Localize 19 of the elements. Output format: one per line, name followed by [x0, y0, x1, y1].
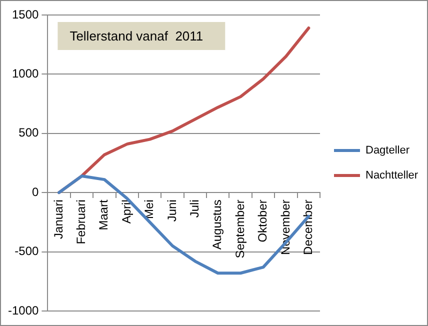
y-tick-label: 500 — [18, 126, 40, 140]
legend-label: Dagteller — [366, 144, 410, 157]
x-tick-label: Augustus — [210, 200, 224, 250]
x-tick-label: Oktober — [256, 200, 270, 242]
x-tick-label: Juli — [188, 200, 202, 218]
y-tick-label: 1000 — [12, 66, 40, 81]
y-tick-label: -500 — [14, 244, 40, 258]
x-tick-label: Februari — [74, 200, 88, 244]
y-tick-label: 0 — [32, 184, 40, 199]
x-tick-label: December — [300, 200, 315, 255]
text: Tellerstand vanaf 2011 — [70, 28, 204, 44]
legend-label: Nachtteller — [366, 170, 418, 182]
x-tick-label: September — [232, 200, 247, 258]
y-tick-label: -1000 — [8, 303, 40, 318]
x-tick-label: April — [119, 200, 134, 224]
x-tick-label: Juni — [164, 200, 179, 222]
x-tick-label: Maart — [96, 198, 111, 230]
x-tick-label: Januari — [51, 200, 66, 239]
y-tick-label: 1500 — [12, 7, 40, 22]
